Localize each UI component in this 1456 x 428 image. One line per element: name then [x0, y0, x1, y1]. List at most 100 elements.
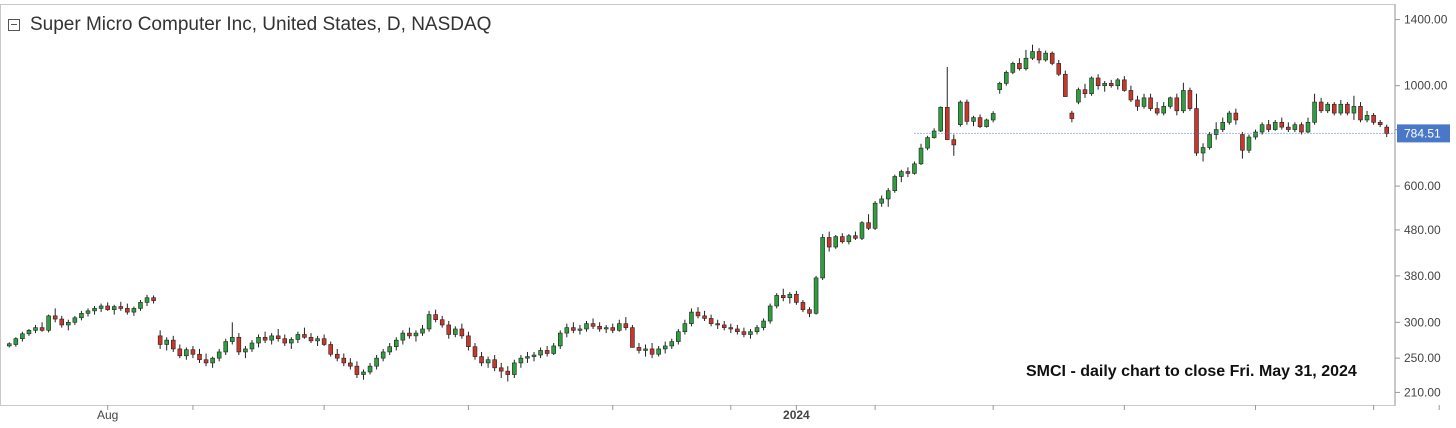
candle-body [1371, 115, 1376, 123]
candle-body [105, 305, 110, 310]
candle-body [512, 362, 517, 375]
candle-body [1049, 52, 1055, 64]
candle-body [1036, 51, 1042, 61]
candle-body [498, 367, 504, 372]
candle-body [1023, 57, 1029, 70]
candle-body [348, 362, 353, 367]
candle-body [295, 334, 301, 340]
collapse-icon[interactable] [8, 19, 20, 31]
candle-body [708, 318, 714, 324]
candle-body [407, 332, 412, 337]
candle-body [800, 302, 806, 310]
candle-body [971, 117, 976, 122]
candle-body [977, 117, 983, 127]
candle-body [1194, 108, 1199, 154]
candle-body [794, 293, 799, 303]
price-tick-label: 600.00 [1404, 179, 1441, 193]
candle-body [321, 338, 327, 345]
candle-body [315, 338, 320, 342]
candle-body [656, 348, 661, 355]
candle-body [1305, 122, 1311, 133]
candle-body [52, 315, 58, 320]
candle-body [853, 235, 858, 239]
candle-body [833, 236, 839, 248]
candle-body [1299, 124, 1304, 133]
candle-body [426, 314, 432, 330]
candle-body [459, 328, 465, 337]
last-price-tag [1397, 124, 1450, 143]
candle-body [98, 305, 104, 309]
candle-body [367, 365, 373, 373]
candle-body [754, 327, 760, 333]
plot-frame [0, 4, 1395, 406]
candle-body [1043, 52, 1048, 61]
candle-body [1259, 124, 1265, 133]
candle-body [590, 323, 596, 327]
candle-body [505, 370, 511, 375]
candles-group [7, 44, 1389, 382]
candle-body [531, 354, 537, 357]
candle-body [210, 357, 215, 364]
candle-body [492, 359, 497, 369]
candle-body [826, 237, 832, 248]
candle-body [374, 357, 379, 367]
candle-body [308, 336, 314, 342]
candle-body [1345, 103, 1350, 114]
candle-body [990, 113, 996, 121]
candle-body [1279, 122, 1285, 128]
candle-body [1095, 77, 1101, 86]
candle-body [623, 323, 629, 328]
price-tick-label: 250.00 [1404, 351, 1441, 365]
candle-body [872, 202, 878, 229]
candle-body [813, 277, 819, 314]
candle-body [1082, 89, 1088, 95]
candle-body [1181, 90, 1186, 112]
candle-body [1240, 134, 1245, 151]
candle-body [197, 353, 202, 361]
candle-body [735, 328, 740, 333]
candle-body [236, 336, 242, 353]
candle-body [892, 176, 898, 192]
candle-body [354, 365, 360, 375]
candle-body [20, 333, 25, 339]
time-tick-label: Aug [97, 408, 118, 422]
candle-body [1207, 134, 1212, 148]
candle-body [958, 101, 963, 125]
candle-body [866, 222, 871, 229]
candle-body [66, 322, 71, 326]
candle-body [1128, 90, 1134, 101]
candle-body [525, 356, 530, 359]
candle-body [13, 338, 19, 345]
candle-body [361, 371, 366, 375]
candle-body [1161, 106, 1166, 114]
candle-body [820, 237, 825, 279]
candle-body [774, 295, 779, 307]
candle-body [1056, 63, 1062, 75]
candle-body [564, 327, 570, 334]
candle-body [721, 324, 727, 328]
candle-body [846, 235, 852, 243]
candle-body [1063, 73, 1068, 97]
candle-body [33, 327, 38, 331]
candle-body [912, 163, 917, 174]
candle-body [1384, 126, 1389, 134]
candle-body [728, 327, 734, 330]
candle-body [918, 147, 924, 165]
candle-body [630, 327, 635, 348]
candle-body [885, 190, 891, 200]
candle-body [92, 308, 97, 312]
price-tick-label: 1000.00 [1404, 79, 1448, 93]
candle-body [1331, 103, 1337, 114]
candle-body [39, 327, 45, 331]
candle-body [905, 171, 911, 174]
candle-body [951, 139, 957, 146]
candle-body [577, 328, 583, 331]
candle-body [26, 330, 32, 335]
candle-body [190, 349, 196, 355]
candle-body [157, 335, 163, 345]
candle-body [118, 306, 124, 309]
candle-body [446, 324, 452, 335]
candle-body [748, 331, 753, 335]
candle-body [551, 345, 556, 354]
